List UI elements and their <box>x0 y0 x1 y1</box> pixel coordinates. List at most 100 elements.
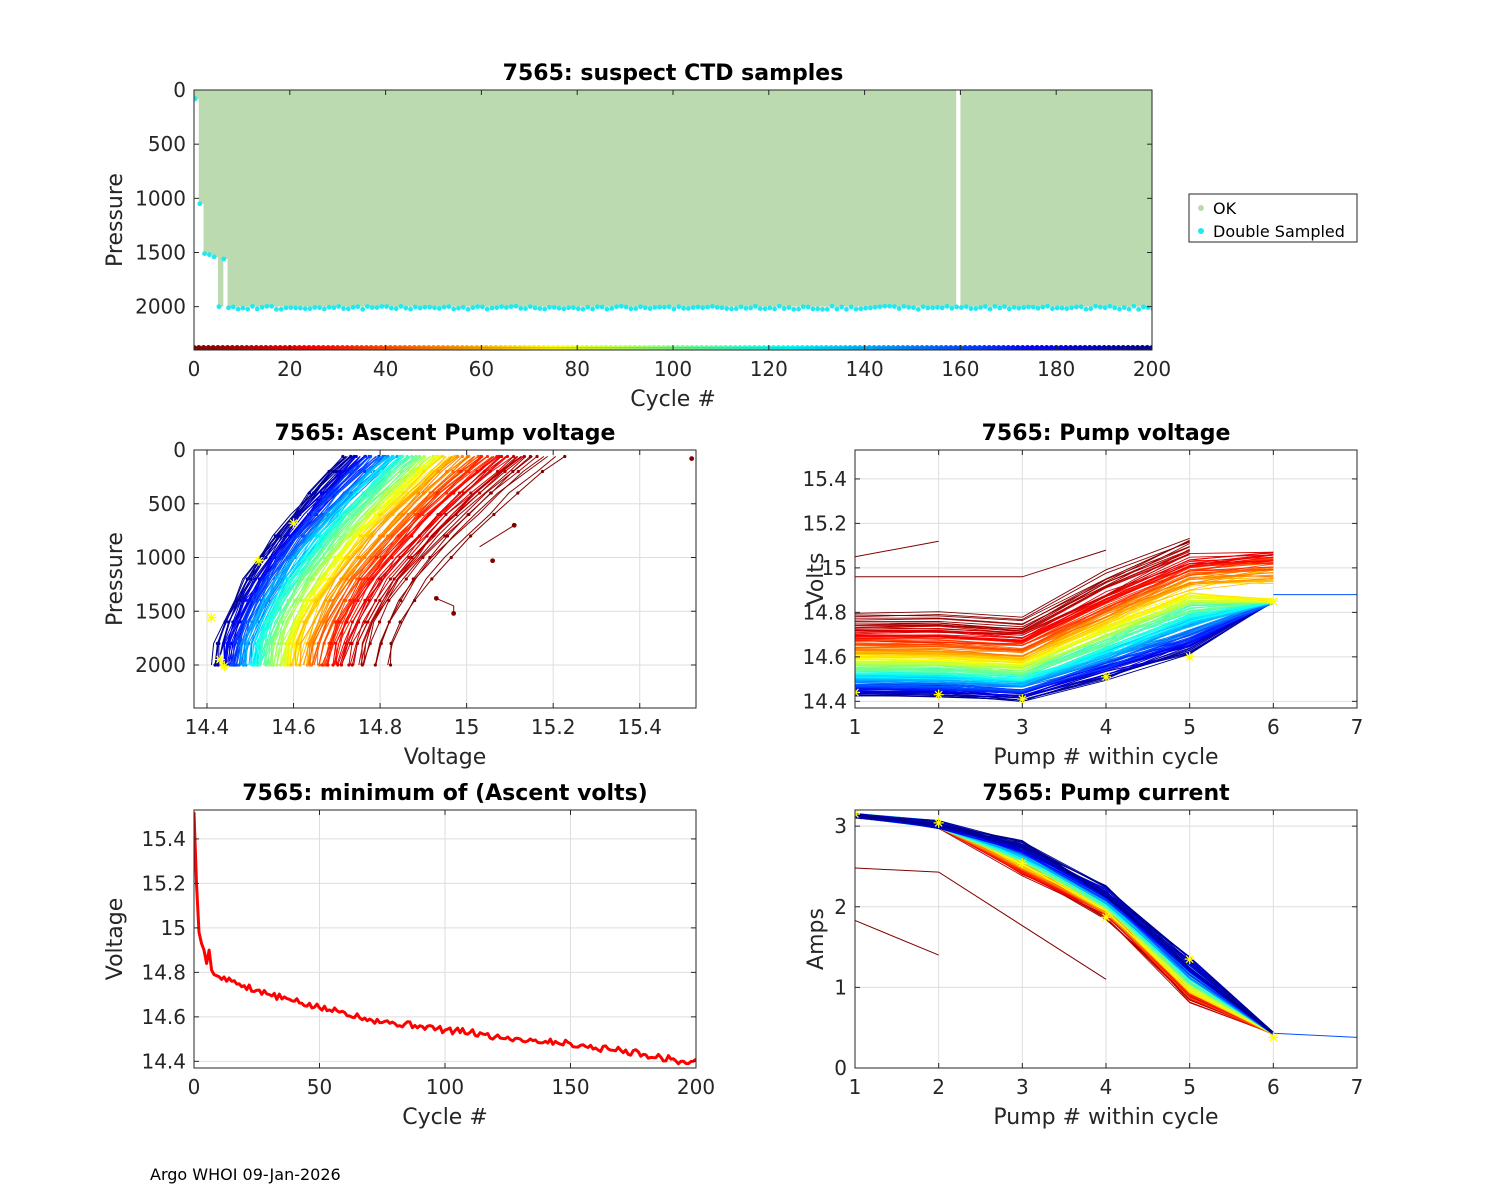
double-sampled-point <box>791 306 797 312</box>
ok-sample-column <box>404 90 411 307</box>
double-sampled-point <box>671 306 677 312</box>
pumpv-cycle-line <box>855 556 1274 641</box>
ok-sample-column <box>1065 90 1072 307</box>
ok-sample-column <box>572 90 578 307</box>
cycle-strip-point <box>651 345 657 350</box>
pumpv-cycle-line <box>855 592 1274 661</box>
minv-ytick-label: 14.6 <box>141 1005 186 1029</box>
ascent-marker <box>253 555 264 566</box>
current-cycle-line <box>855 813 1274 1034</box>
current-xtick-label: 5 <box>1183 1075 1196 1099</box>
ascent-ytick-label: 2000 <box>135 653 186 677</box>
double-sampled-point <box>1016 305 1022 311</box>
pumpv-xtick-label: 1 <box>849 715 862 739</box>
double-sampled-point <box>230 304 236 310</box>
cycle-strip-point <box>708 345 715 350</box>
cycle-strip-point <box>698 345 705 350</box>
ok-sample-column <box>615 90 621 307</box>
cycle-strip-point <box>354 345 360 350</box>
pumpv-cycle-line <box>855 546 1190 629</box>
double-sampled-point <box>882 303 888 309</box>
ascent-point <box>230 663 234 667</box>
pumpv-xtick-label: 3 <box>1016 715 1029 739</box>
double-sampled <box>194 96 1152 312</box>
double-sampled-point <box>537 306 543 311</box>
double-sampled-point <box>551 305 557 310</box>
pumpv-cycle-line <box>855 601 1274 692</box>
ascent-point <box>321 555 325 560</box>
ascent-cycle-line <box>250 456 391 666</box>
ok-sample-column <box>438 90 444 307</box>
ok-sample-column <box>208 90 214 255</box>
double-sampled-point <box>618 303 624 309</box>
pumpv-early-line <box>855 549 1107 578</box>
ascent-point <box>469 534 473 538</box>
ok-sample-column <box>558 90 564 307</box>
ascent-title: 7565: Ascent Pump voltage <box>275 421 616 446</box>
double-sampled-point <box>408 306 413 312</box>
suspect-plot: 0 20 40 60 80 100 120 140 160 180 2000500100015002… <box>103 61 1171 412</box>
ascent-point <box>320 663 324 667</box>
ascent-point <box>265 641 269 646</box>
ok-sample-column <box>926 90 933 307</box>
double-sampled-point <box>566 305 572 311</box>
double-sampled-point <box>906 304 912 310</box>
double-sampled-point <box>719 305 725 311</box>
ok-sample-column <box>797 90 803 307</box>
ascent-point <box>410 534 414 538</box>
ascent-point <box>416 491 421 495</box>
pumpv-cycle-line <box>855 553 1274 643</box>
double-sampled-point <box>685 305 691 311</box>
ascent-outlier <box>490 558 496 564</box>
ok-sample-column <box>1051 90 1057 307</box>
double-sampled-point <box>441 304 447 310</box>
cycle-strip-point <box>986 345 992 350</box>
cycle-strip-point <box>1144 345 1151 350</box>
ok-sample-column <box>347 90 353 307</box>
ok-sample-column <box>1013 90 1019 307</box>
ok-sample-column <box>653 90 660 307</box>
ok-sample-column <box>217 90 224 307</box>
ok-sample-column <box>423 90 430 307</box>
double-sampled-point <box>475 304 481 310</box>
ok-sample-column <box>1080 90 1086 307</box>
cycle-strip-point <box>540 345 547 350</box>
double-sampled-point <box>628 306 634 312</box>
ok-sample-column <box>941 90 947 307</box>
double-sampled-point <box>949 305 955 311</box>
ascent-point <box>366 577 370 581</box>
double-sampled-point <box>254 306 260 312</box>
double-sampled-point <box>891 304 897 309</box>
ascent-point <box>358 577 362 581</box>
double-sampled-point <box>762 306 768 312</box>
double-sampled-point <box>824 306 830 312</box>
double-sampled-point <box>369 305 375 311</box>
ok-sample-column <box>553 90 559 307</box>
ok-sample-column <box>270 90 277 307</box>
cycle-strip-point <box>1115 345 1122 350</box>
ok-sample-column <box>931 90 938 307</box>
ascent-point <box>273 534 278 538</box>
cycle-strip-point <box>1082 345 1088 350</box>
ascent-point <box>355 534 359 538</box>
ascent-point <box>222 641 226 646</box>
ok-sample-column <box>1104 90 1110 307</box>
ascent-point <box>287 641 292 646</box>
cycle-strip-point <box>1091 345 1098 350</box>
ok-samples <box>194 90 1152 308</box>
ok-sample-column <box>874 90 880 307</box>
ok-sample-column <box>1008 90 1014 307</box>
suspect-xlabel: Cycle # <box>630 387 716 412</box>
double-sampled-point <box>571 305 576 311</box>
cycle-strip-point <box>315 345 322 350</box>
ascent-point <box>357 555 362 560</box>
current-xtick-label: 6 <box>1267 1075 1280 1099</box>
cycle-strip-point <box>306 345 312 350</box>
double-sampled-point <box>393 306 399 312</box>
ascent-ylabel: Pressure <box>103 532 128 626</box>
ok-sample-column <box>538 90 545 307</box>
ascent-point <box>379 577 383 581</box>
cycle-strip-point <box>1010 345 1016 350</box>
double-sampled-point <box>767 305 773 311</box>
ascent-point <box>449 555 453 560</box>
